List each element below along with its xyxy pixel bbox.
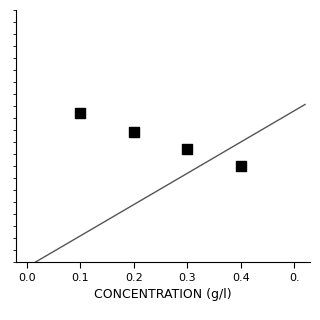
X-axis label: CONCENTRATION (g/l): CONCENTRATION (g/l) <box>94 288 232 301</box>
Point <box>78 111 83 116</box>
Point <box>238 164 244 169</box>
Point <box>131 130 136 135</box>
Point <box>185 147 190 152</box>
